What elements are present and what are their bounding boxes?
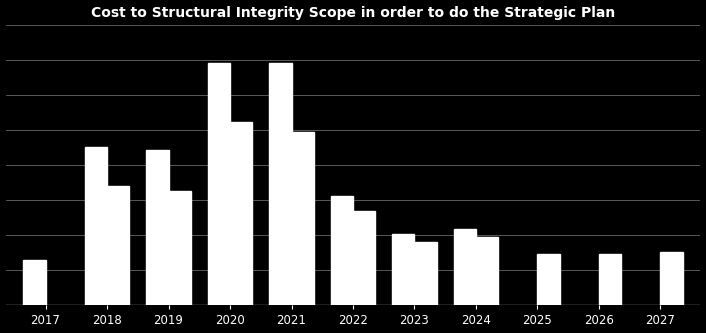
Bar: [353, 211, 375, 305]
Bar: [476, 236, 498, 305]
Bar: [331, 196, 353, 305]
Bar: [23, 259, 45, 305]
Title: Cost to Structural Integrity Scope in order to do the Strategic Plan: Cost to Structural Integrity Scope in or…: [91, 6, 615, 20]
Bar: [85, 147, 107, 305]
Bar: [393, 234, 414, 305]
Bar: [169, 191, 191, 305]
Bar: [146, 150, 169, 305]
Bar: [454, 229, 476, 305]
Bar: [230, 122, 252, 305]
Bar: [414, 242, 436, 305]
Bar: [270, 63, 292, 305]
Bar: [661, 252, 683, 305]
Bar: [107, 185, 129, 305]
Bar: [599, 254, 621, 305]
Bar: [292, 132, 313, 305]
Bar: [208, 63, 230, 305]
Bar: [537, 254, 560, 305]
